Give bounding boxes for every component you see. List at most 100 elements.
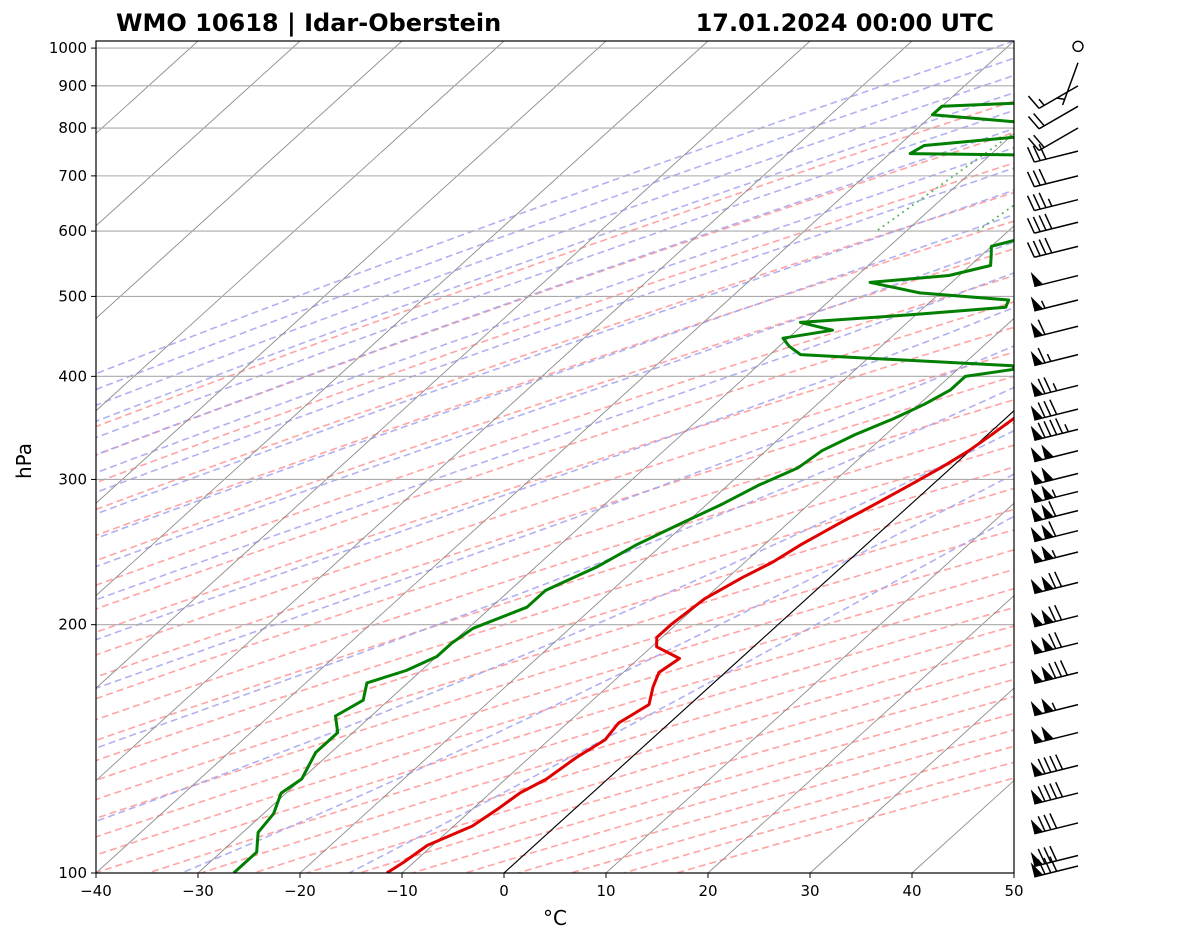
dry-adiabat [96,351,1014,656]
barb-flag [1041,636,1054,652]
barb-full [1049,783,1058,799]
barb-full [1027,115,1040,130]
sounding-profiles [232,101,1014,873]
barb-half [1038,98,1045,106]
x-tick-label: 30 [800,882,819,900]
barb-full [1044,237,1053,254]
wind-barb [1030,604,1079,628]
wind-barb [1030,726,1079,745]
barb-half [1064,424,1069,433]
isotherm [96,41,811,689]
barb-flag [1030,819,1044,834]
wind-barb [1030,485,1079,504]
wind-barb [1026,168,1079,188]
x-tick-label: −40 [80,882,112,900]
wind-barb [1026,144,1079,163]
y-tick-label: 900 [58,77,87,95]
moist-adiabat [96,127,1014,456]
wind-barb [1030,545,1079,564]
isotherm [197,132,1014,873]
isotherm [96,41,403,319]
barb-flag [1030,381,1044,397]
barb-flag [1030,578,1044,594]
barb-half [1047,198,1053,207]
barb-staff [1034,198,1079,212]
barb-staff [1061,62,1079,106]
wind-barbs [1026,40,1084,878]
barb-full [1054,604,1063,621]
barb-flag [1041,485,1054,500]
barb-flag [1030,506,1044,522]
barb-full [1059,660,1069,676]
chart-title-station: WMO 10618 | Idar-Oberstein [116,9,501,37]
barb-full [1037,816,1046,832]
barb-full [1033,134,1045,149]
y-tick-label: 100 [58,864,87,882]
barb-staff [1034,274,1079,288]
barb-full [1026,171,1036,188]
barb-full [1043,400,1052,417]
barb-flag [1030,728,1044,744]
wind-barb [1030,296,1079,312]
barb-flag [1041,666,1054,681]
dry-adiabat [96,131,1014,456]
barb-staff [1034,150,1079,163]
x-tick-label: −10 [386,882,418,900]
dry-adiabat [96,274,1014,586]
barb-full [1026,242,1036,258]
moist-adiabat [96,386,1014,749]
wind-barb [1030,813,1079,835]
isotherm [809,687,1014,873]
barb-full [1048,662,1057,679]
dry-adiabat [96,220,1014,537]
dry-adiabat [96,375,1014,678]
barb-full [1027,95,1040,109]
y-tick-label: 1000 [49,39,87,57]
barb-flag [1030,851,1044,867]
wind-barb [1030,418,1079,441]
barb-flag [1030,527,1044,542]
barb-flag [1030,469,1044,485]
moist-adiabat [348,515,1014,873]
dry-adiabat [96,100,1014,428]
x-tick-label: 0 [499,882,509,900]
wind-barb [1027,127,1079,152]
dry-adiabat [96,528,1014,820]
dry-adiabat [96,549,1014,838]
barb-flag [1030,862,1044,877]
plot-frame [95,40,1015,874]
barb-staff [1034,450,1079,463]
dry-adiabat [96,487,1014,782]
barb-staff [1034,509,1079,523]
wind-barb [1030,698,1079,717]
barb-full [1032,145,1041,161]
barb-full [1054,571,1063,587]
barb-flag [1030,296,1044,311]
wind-barb [1030,377,1079,398]
barb-staff [1034,731,1079,745]
barb-flag [1030,405,1044,421]
isotherm [299,225,1014,873]
dry-adiabat [96,421,1014,721]
wind-barb [1030,856,1079,878]
barb-full [1038,239,1047,255]
barb-full [1055,418,1064,434]
barb-staff [1034,221,1079,234]
wind-barb [1027,85,1079,109]
barb-staff [1038,105,1079,130]
barb-full [1048,606,1057,622]
dewpoint-profile [232,101,1014,873]
barb-full [1043,847,1052,863]
wind-barb [1030,347,1079,367]
barb-full [1049,813,1058,829]
barb-full [1038,192,1047,208]
moist-adiabat [96,91,1014,423]
barb-half [1051,489,1057,498]
barb-full [1049,419,1058,435]
dry-adiabat [96,508,1014,801]
barb-full [1049,856,1058,872]
barb-full [1049,755,1058,772]
zero-isotherm-line [503,410,1014,873]
barb-staff [1034,703,1079,717]
isotherm [1116,41,1181,873]
